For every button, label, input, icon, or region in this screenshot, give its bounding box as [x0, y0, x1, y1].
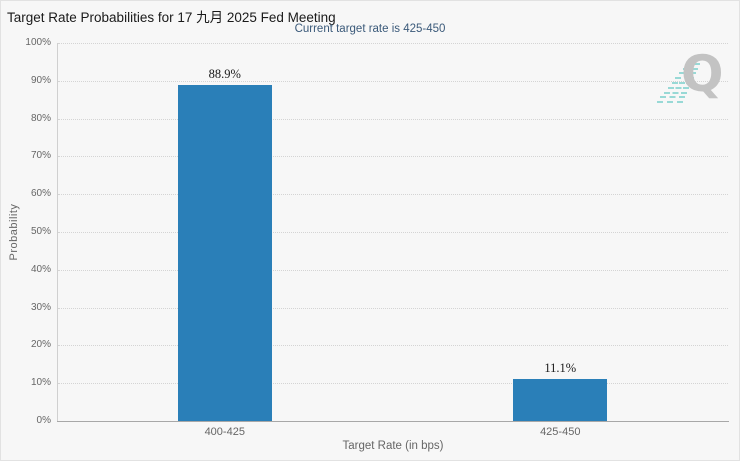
watermark-dashes-icon [667, 86, 690, 89]
y-gridline [58, 118, 728, 120]
watermark-dashes-icon [664, 91, 688, 94]
probability-bar-425-450[interactable] [513, 379, 608, 421]
hamburger-menu-icon[interactable] [701, 8, 717, 21]
y-gridline [58, 345, 728, 347]
watermark-dashes-icon [671, 82, 692, 84]
y-axis-tick-label: 30% [30, 301, 51, 313]
y-gridline [58, 80, 728, 82]
x-axis-category-label: 425-450 [540, 426, 581, 438]
x-axis-line [57, 421, 729, 422]
watermark-logo-q-icon: Q [681, 45, 724, 103]
bar-value-label: 88.9% [208, 66, 241, 81]
x-axis-category-label: 400-425 [204, 426, 245, 438]
y-axis-tick-label: 100% [25, 37, 51, 48]
bar-value-label: 11.1% [544, 361, 577, 376]
y-gridline [58, 383, 728, 385]
y-axis-tick-label: 80% [30, 112, 51, 124]
y-axis-tick-label: 20% [30, 339, 51, 351]
y-axis-tick-label: 90% [30, 74, 51, 86]
watermark-dashes-icon [690, 58, 702, 60]
y-axis-tick-label: 10% [30, 377, 51, 389]
y-gridline [58, 156, 728, 158]
chart-subtitle: Current target rate is 425-450 [294, 23, 446, 35]
y-axis-tick-label: 70% [30, 150, 51, 162]
y-gridline [58, 194, 728, 196]
x-axis-title: Target Rate (in bps) [342, 440, 444, 452]
watermark-dashes-icon [678, 72, 696, 75]
watermark-dashes-icon [656, 101, 684, 104]
y-gridline [58, 232, 728, 233]
y-axis-line [57, 43, 58, 421]
y-gridline [58, 43, 728, 44]
watermark-dashes-icon [682, 67, 698, 70]
probability-bar-400-425[interactable] [177, 84, 272, 421]
chart-title: Target Rate Probabilities for 17 九月 2025… [7, 10, 336, 25]
watermark-dashes-icon [675, 77, 694, 80]
y-axis-tick-label: 0% [36, 415, 51, 426]
watermark-dashes-icon [686, 62, 700, 65]
watermark-dashes-icon [660, 96, 686, 99]
y-gridline [58, 307, 728, 309]
y-gridline [58, 269, 728, 271]
y-axis-tick-label: 40% [30, 263, 51, 275]
y-axis-tick-label: 50% [30, 226, 51, 237]
y-axis-tick-label: 60% [30, 188, 51, 200]
